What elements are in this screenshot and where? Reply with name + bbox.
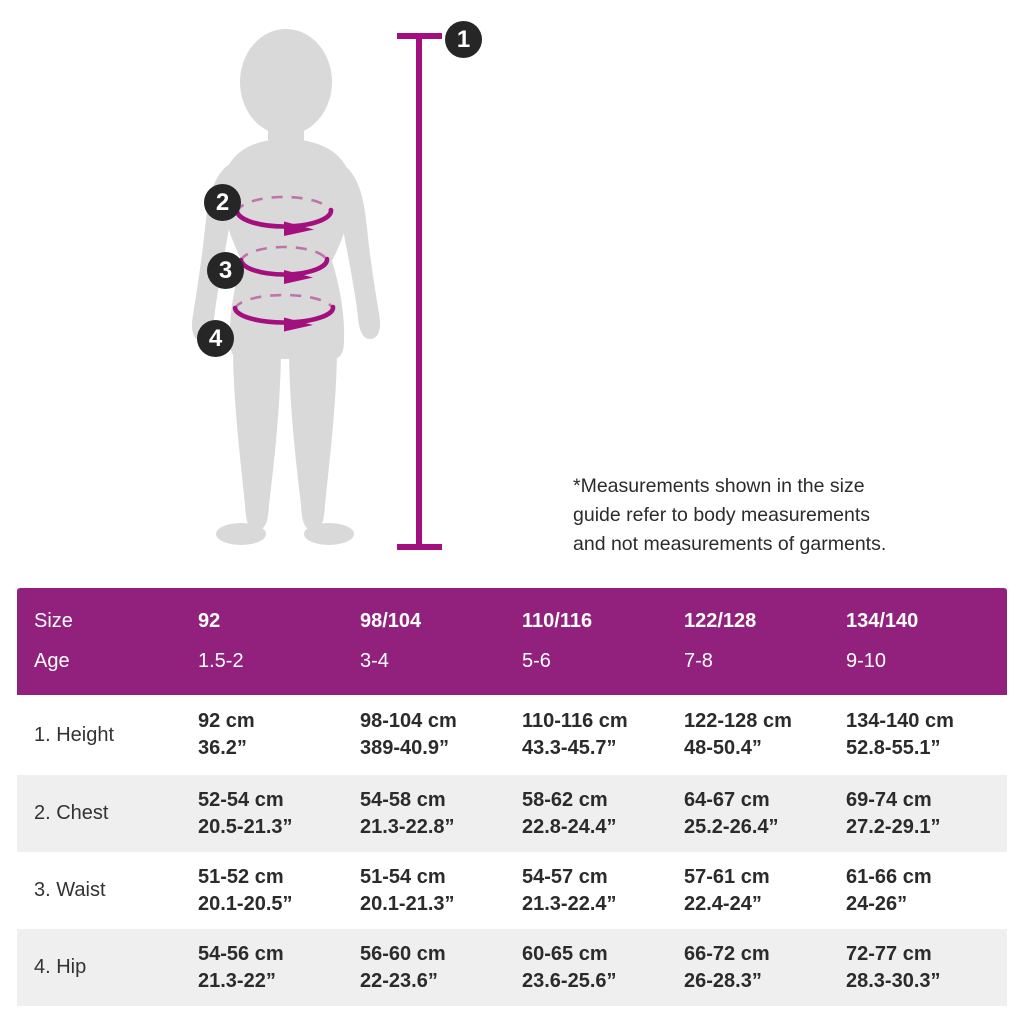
hip-cell-5: 72-77 cm 28.3-30.3” xyxy=(846,942,941,992)
chest-tape xyxy=(234,195,334,236)
size-col-1: 92 xyxy=(198,609,221,632)
size-row-label: Size xyxy=(34,609,73,632)
chest-cell-5: 69-74 cm 27.2-29.1” xyxy=(846,788,941,838)
table-row-height: 1. Height 92 cm 36.2” 98-104 cm 389-40.9… xyxy=(17,695,1007,775)
waist-tape xyxy=(238,245,330,284)
silhouette-head xyxy=(240,29,332,135)
disclaimer-line: guide refer to body measurements xyxy=(573,504,870,526)
size-header-row: Size 92 98/104 110/116 122/128 134/140 xyxy=(17,601,1007,641)
silhouette-right-leg xyxy=(289,345,337,530)
waist-cell-4: 57-61 cm 22.4-24” xyxy=(684,865,770,915)
disclaimer-line: and not measurements of garments. xyxy=(573,533,887,555)
chest-cell-4: 64-67 cm 25.2-26.4” xyxy=(684,788,779,838)
hip-cell-3: 60-65 cm 23.6-25.6” xyxy=(522,942,617,992)
hip-tape xyxy=(232,293,336,332)
height-cell-3: 110-116 cm 43.3-45.7” xyxy=(522,710,628,759)
table-row-hip: 4. Hip 54-56 cm 21.3-22” 56-60 cm 22-23.… xyxy=(17,929,1007,1006)
age-col-3: 5-6 xyxy=(522,649,551,672)
size-col-4: 122/128 xyxy=(684,609,757,632)
silhouette-left-foot xyxy=(216,523,266,545)
age-row-label: Age xyxy=(34,649,70,672)
height-cell-2: 98-104 cm 389-40.9” xyxy=(360,710,457,759)
row-label: 1. Height xyxy=(34,723,115,746)
size-col-3: 110/116 xyxy=(522,609,593,632)
row-label: 3. Waist xyxy=(34,879,106,901)
size-col-2: 98/104 xyxy=(360,609,422,632)
age-col-1: 1.5-2 xyxy=(198,649,244,672)
size-guide-table: Size 92 98/104 110/116 122/128 134/140 A… xyxy=(17,588,1007,1006)
waist-tape-arrow-icon xyxy=(284,270,313,284)
row-label: 4. Hip xyxy=(34,956,87,978)
marker-2-chest-badge: 2 xyxy=(204,184,241,221)
child-silhouette-figure xyxy=(192,29,380,545)
age-col-2: 3-4 xyxy=(360,649,389,672)
chest-cell-3: 58-62 cm 22.8-24.4” xyxy=(522,788,617,838)
hip-tape-arrow-icon xyxy=(284,317,313,332)
waist-cell-2: 51-54 cm 20.1-21.3” xyxy=(360,865,455,915)
chest-tape-arrow-icon xyxy=(284,221,314,236)
table-row-waist: 3. Waist 51-52 cm 20.1-20.5” 51-54 cm 20… xyxy=(17,852,1007,929)
silhouette-torso xyxy=(222,139,352,359)
marker-1-height-badge: 1 xyxy=(445,21,482,58)
waist-cell-1: 51-52 cm 20.1-20.5” xyxy=(198,865,293,915)
height-measure-line xyxy=(397,33,442,550)
silhouette-right-arm xyxy=(331,165,380,339)
table-header: Size 92 98/104 110/116 122/128 134/140 A… xyxy=(17,588,1007,695)
row-label: 2. Chest xyxy=(34,802,109,824)
measurement-diagram xyxy=(192,29,442,550)
height-cell-4: 122-128 cm 48-50.4” xyxy=(684,710,792,759)
marker-3-waist-badge: 3 xyxy=(207,252,244,289)
height-cell-5: 134-140 cm 52.8-55.1” xyxy=(846,710,954,759)
silhouette-left-leg xyxy=(233,345,281,530)
hip-cell-4: 66-72 cm 26-28.3” xyxy=(684,942,770,992)
hip-cell-2: 56-60 cm 22-23.6” xyxy=(360,942,446,992)
marker-4-hip-badge: 4 xyxy=(197,320,234,357)
disclaimer-line: *Measurements shown in the size xyxy=(573,475,865,497)
hip-cell-1: 54-56 cm 21.3-22” xyxy=(198,942,284,992)
size-col-5: 134/140 xyxy=(846,609,919,632)
table-row-chest: 2. Chest 52-54 cm 20.5-21.3” 54-58 cm 21… xyxy=(17,775,1007,852)
measurement-disclaimer: *Measurements shown in the size guide re… xyxy=(573,472,886,559)
waist-cell-5: 61-66 cm 24-26” xyxy=(846,865,932,915)
age-col-5: 9-10 xyxy=(846,649,887,672)
waist-cell-3: 54-57 cm 21.3-22.4” xyxy=(522,865,617,915)
height-cell-1: 92 cm 36.2” xyxy=(198,710,255,759)
age-header-row: Age 1.5-2 3-4 5-6 7-8 9-10 xyxy=(17,641,1007,681)
age-col-4: 7-8 xyxy=(684,649,713,672)
chest-cell-2: 54-58 cm 21.3-22.8” xyxy=(360,788,455,838)
chest-cell-1: 52-54 cm 20.5-21.3” xyxy=(198,788,293,838)
silhouette-right-foot xyxy=(304,523,354,545)
